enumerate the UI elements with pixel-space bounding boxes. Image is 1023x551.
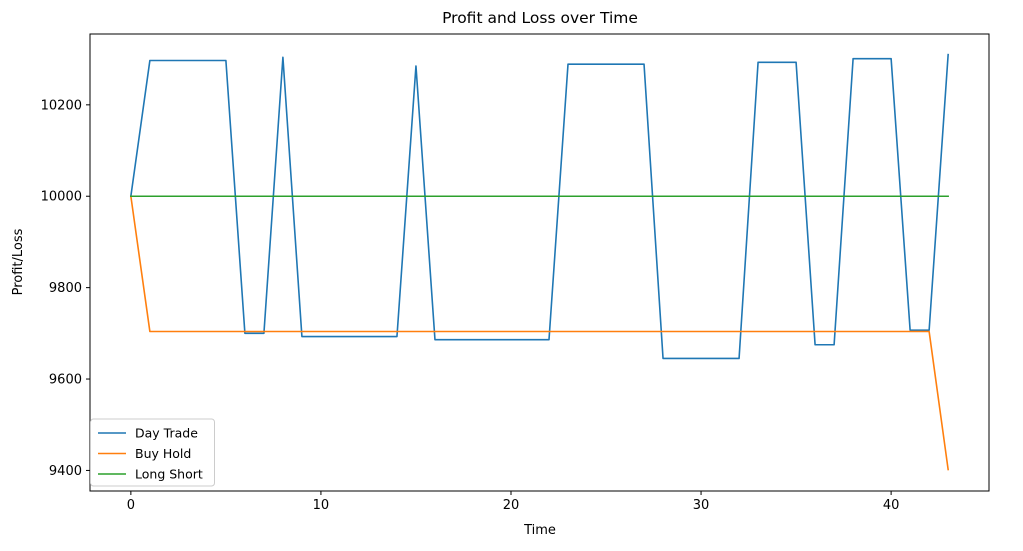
series-line-day-trade	[129, 53, 949, 360]
x-axis-label: Time	[523, 523, 556, 538]
y-tick-label: 9800	[49, 281, 82, 296]
series-line-buy-hold	[129, 195, 950, 471]
x-tick-label: 40	[883, 498, 900, 513]
x-tick-label: 0	[127, 498, 135, 513]
x-axis: 0 10 20 30 40	[127, 491, 900, 513]
legend-label-day-trade: Day Trade	[135, 426, 198, 441]
chart-title: Profit and Loss over Time	[442, 9, 638, 27]
y-tick-label: 10200	[41, 98, 82, 113]
y-tick-label: 9400	[49, 464, 82, 479]
series-layer	[129, 53, 950, 471]
legend-label-buy-hold: Buy Hold	[135, 446, 191, 461]
plot-area	[89, 33, 990, 492]
y-axis-label: Profit/Loss	[11, 228, 26, 295]
x-tick-label: 10	[313, 498, 330, 513]
y-tick-label: 10000	[41, 190, 82, 205]
x-tick-label: 30	[693, 498, 710, 513]
legend: Day Trade Buy Hold Long Short	[90, 418, 215, 487]
x-tick-label: 20	[503, 498, 520, 513]
y-axis: 9400 9600 9800 10000 10200	[41, 98, 90, 479]
legend-label-long-short: Long Short	[135, 467, 203, 482]
legend-box	[90, 418, 215, 487]
plot-frame	[89, 33, 990, 492]
y-tick-label: 9600	[49, 373, 82, 388]
